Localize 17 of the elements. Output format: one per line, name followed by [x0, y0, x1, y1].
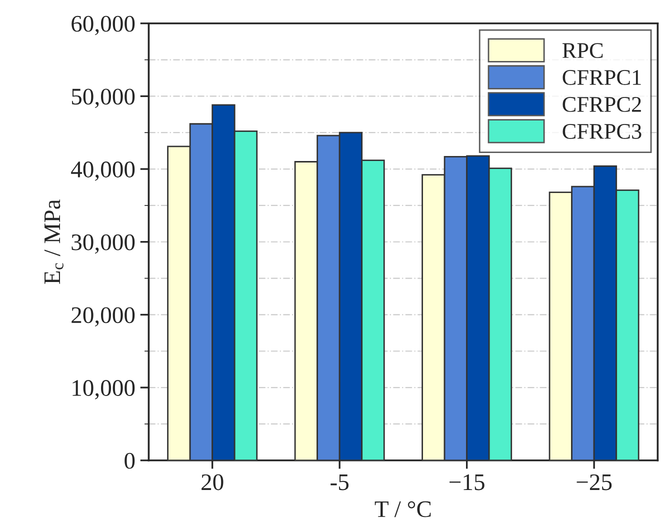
legend-label: CFRPC1 [562, 70, 641, 85]
y-tick-label: 60,000 [72, 16, 135, 36]
y-tick-label: 20,000 [72, 307, 135, 327]
x-tick-label: −25 [576, 474, 612, 490]
legend-label: CFRPC2 [562, 97, 641, 112]
legend-label: RPC [562, 43, 603, 58]
y-tick-label: 10,000 [72, 380, 135, 400]
legend-label: CFRPC3 [562, 124, 642, 139]
y-tick-label: 50,000 [72, 88, 135, 108]
y-tick-label: 0 [124, 452, 135, 469]
y-tick-label: 30,000 [72, 234, 135, 254]
y-tick-label: 40,000 [71, 162, 135, 181]
y-axis-title: E$_{c}$ / MPa [44, 199, 64, 284]
x-tick-label: -5 [330, 474, 348, 490]
x-axis-title: T / °C [374, 501, 431, 518]
x-tick-label: 20 [202, 474, 224, 490]
x-tick-label: −15 [450, 474, 484, 490]
